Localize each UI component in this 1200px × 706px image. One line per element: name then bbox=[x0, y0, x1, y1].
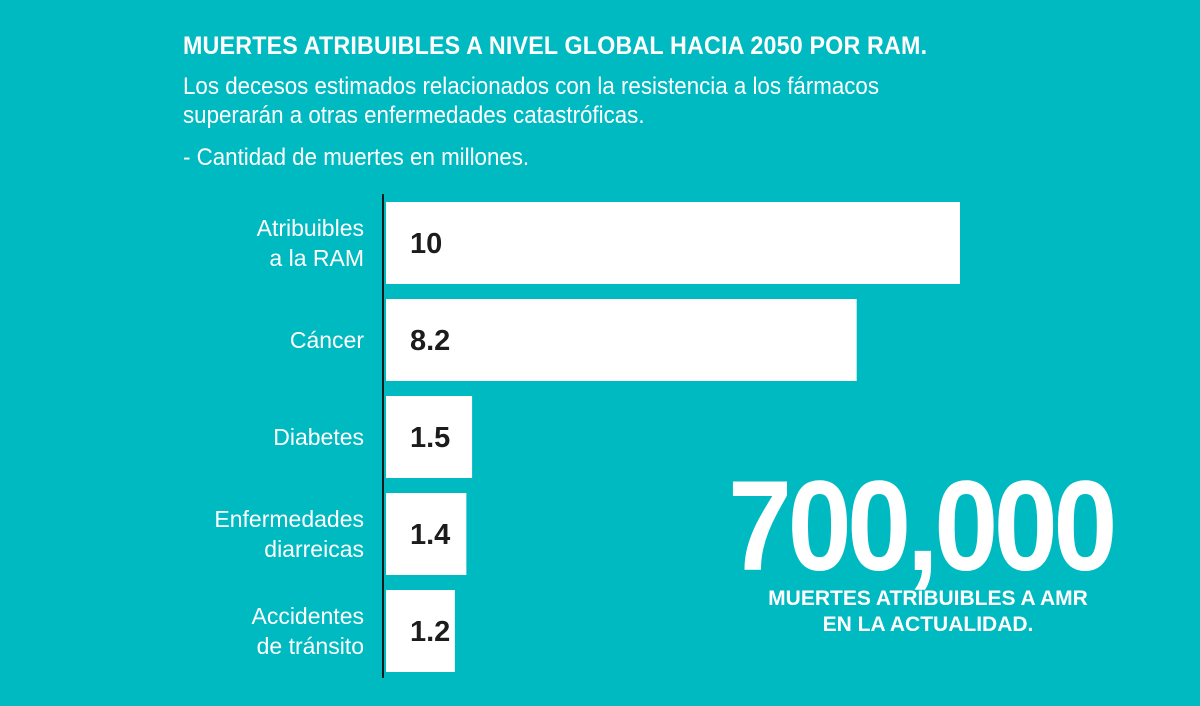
bar-3 bbox=[386, 493, 467, 575]
category-label-1-0: Cáncer bbox=[290, 327, 364, 353]
callout-caption-line-1: MUERTES ATRIBUIBLES A AMR bbox=[768, 587, 1088, 610]
category-label-0-0: Atribuibles bbox=[257, 215, 364, 241]
bar-2 bbox=[386, 396, 473, 478]
value-label-0: 10 bbox=[410, 228, 442, 260]
chart-subtitle: Los decesos estimados relacionados con l… bbox=[183, 73, 880, 129]
category-label-2-0: Diabetes bbox=[273, 424, 364, 450]
chart-title: MUERTES ATRIBUIBLES A NIVEL GLOBAL HACIA… bbox=[183, 32, 928, 60]
callout-caption-line-2: EN LA ACTUALIDAD. bbox=[822, 613, 1034, 636]
category-label-4-0: Accidentes bbox=[251, 603, 364, 629]
callout-caption: MUERTES ATRIBUIBLES A AMR EN LA ACTUALID… bbox=[730, 586, 1126, 638]
unit-note: - Cantidad de muertes en millones. bbox=[183, 144, 530, 171]
bar-0 bbox=[386, 202, 960, 284]
value-label-2: 1.5 bbox=[410, 422, 450, 454]
category-label-0-1: a la RAM bbox=[269, 245, 364, 271]
bar-4 bbox=[386, 590, 455, 672]
category-label-3-0: Enfermedades bbox=[214, 506, 364, 532]
callout-number: 700,000 bbox=[728, 455, 1117, 598]
value-label-4: 1.2 bbox=[410, 616, 450, 648]
value-label-1: 8.2 bbox=[410, 325, 450, 357]
value-label-3: 1.4 bbox=[410, 519, 450, 551]
bar-1 bbox=[386, 299, 857, 381]
category-label-4-1: de tránsito bbox=[257, 633, 364, 659]
category-label-3-1: diarreicas bbox=[264, 536, 364, 562]
